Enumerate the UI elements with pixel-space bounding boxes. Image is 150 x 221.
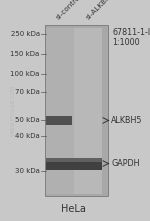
Text: ALKBH5: ALKBH5 <box>111 116 142 125</box>
Text: 40 kDa: 40 kDa <box>15 133 40 139</box>
Text: 30 kDa: 30 kDa <box>15 168 40 174</box>
Text: 250 kDa: 250 kDa <box>11 31 40 37</box>
Text: si-control: si-control <box>55 0 83 21</box>
Bar <box>46 116 72 125</box>
Bar <box>45 25 108 196</box>
Bar <box>74 28 102 194</box>
Text: 70 kDa: 70 kDa <box>15 89 40 95</box>
Text: 150 kDa: 150 kDa <box>11 51 40 57</box>
Text: 67811-1-Ig
1:1000: 67811-1-Ig 1:1000 <box>112 28 150 47</box>
Bar <box>46 159 102 170</box>
Text: GAPDH: GAPDH <box>111 159 140 168</box>
Text: WWW.PTGLAB.COM: WWW.PTGLAB.COM <box>11 85 16 136</box>
Text: 50 kDa: 50 kDa <box>15 117 40 124</box>
Bar <box>46 158 102 162</box>
Text: 100 kDa: 100 kDa <box>10 71 40 77</box>
Text: si-ALKBH5: si-ALKBH5 <box>85 0 115 21</box>
Bar <box>46 28 74 194</box>
Text: HeLa: HeLa <box>61 204 86 214</box>
